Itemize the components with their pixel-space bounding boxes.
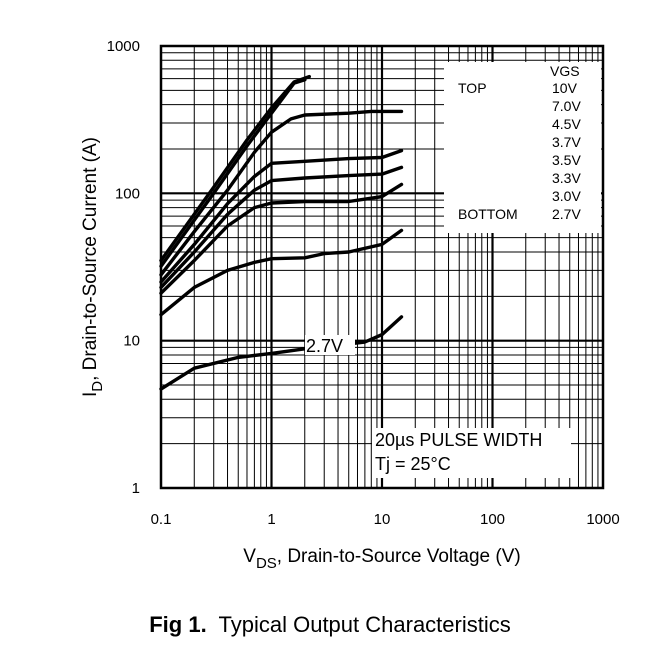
legend-entry: 7.0V bbox=[552, 98, 581, 114]
series-line-4-5v bbox=[159, 109, 404, 277]
figure-title: Typical Output Characteristics bbox=[218, 612, 511, 637]
x-axis-label: VDS, Drain-to-Source Voltage (V) bbox=[243, 546, 520, 572]
legend-entries: 10V 7.0V 4.5V 3.7V 3.5V 3.3V 3.0V 2.7V bbox=[552, 80, 581, 222]
series-line-3-0v bbox=[159, 228, 404, 317]
x-tick-label: 100 bbox=[480, 511, 505, 528]
legend-entry: 2.7V bbox=[552, 206, 581, 222]
legend-entry: 10V bbox=[552, 80, 578, 96]
x-tick-label: 1000 bbox=[586, 511, 619, 528]
curve-label-bg bbox=[305, 335, 355, 355]
chart-overlays: VGS TOP BOTTOM 10V 7.0V 4.5V 3.7V 3.5V 3.3V 3.… bbox=[305, 62, 601, 478]
figure-number: Fig 1. bbox=[149, 612, 207, 637]
series-line-2-7v bbox=[159, 315, 404, 391]
legend-entry: 4.5V bbox=[552, 116, 581, 132]
temperature-label: Tj = 25°C bbox=[375, 454, 451, 474]
x-tick-label: 10 bbox=[374, 511, 391, 528]
legend-entry: 3.5V bbox=[552, 152, 581, 168]
series-line-3-7v bbox=[159, 148, 404, 284]
legend-entry: 3.3V bbox=[552, 170, 581, 186]
x-tick-label: 0.1 bbox=[151, 511, 172, 528]
tick-labels: 0.1 1 10 100 1000 1 10 100 1000 bbox=[107, 38, 620, 528]
series-line-3-5v bbox=[159, 165, 404, 290]
legend-bottom-label: BOTTOM bbox=[458, 206, 518, 222]
y-tick-label: 10 bbox=[123, 333, 140, 350]
plot-frame bbox=[159, 44, 605, 490]
pulse-width-label: 20µs PULSE WIDTH bbox=[375, 430, 542, 450]
legend-box bbox=[444, 62, 601, 233]
y-tick-label: 100 bbox=[115, 185, 140, 202]
y-tick-label: 1 bbox=[132, 480, 140, 497]
legend-header: VGS bbox=[550, 63, 580, 79]
annotation-box bbox=[372, 428, 571, 478]
legend-entry: 3.7V bbox=[552, 134, 581, 150]
legend-top-label: TOP bbox=[458, 80, 487, 96]
y-axis-label: ID, Drain-to-Source Current (A) bbox=[80, 137, 106, 397]
output-characteristics-chart: VGS TOP BOTTOM 10V 7.0V 4.5V 3.7V 3.5V 3.3V 3.… bbox=[80, 38, 620, 572]
x-tick-label: 1 bbox=[267, 511, 275, 528]
curve-label-2-7v: 2.7V bbox=[306, 336, 343, 356]
chart-curves bbox=[159, 74, 404, 391]
series-line-7-0v bbox=[159, 78, 307, 268]
y-tick-label: 1000 bbox=[107, 38, 140, 55]
legend-entry: 3.0V bbox=[552, 188, 581, 204]
figure-caption: Fig 1. Typical Output Characteristics bbox=[0, 612, 660, 638]
series-line-3-3v bbox=[159, 182, 404, 295]
